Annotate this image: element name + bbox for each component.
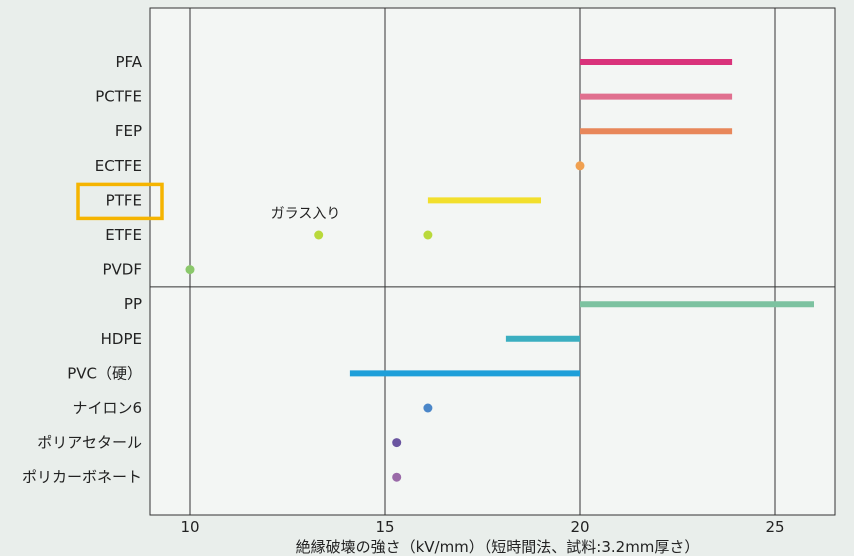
- category-label-2: FEP: [115, 122, 142, 140]
- category-label-7: PP: [124, 295, 142, 313]
- category-label-3: ECTFE: [95, 157, 142, 175]
- x-tick-label-25: 25: [765, 518, 784, 536]
- category-label-8: HDPE: [101, 330, 142, 348]
- data-point-10-0: [423, 403, 433, 413]
- category-label-11: ポリアセタール: [37, 434, 142, 452]
- x-tick-label-20: 20: [570, 518, 589, 536]
- annotation-0: ガラス入り: [271, 206, 341, 222]
- highlight-box: [76, 182, 164, 221]
- data-point-12-0: [392, 472, 402, 482]
- category-label-10: ナイロン6: [72, 399, 142, 417]
- category-label-4: PTFE: [106, 191, 142, 209]
- data-point-5-1: [423, 230, 433, 240]
- category-label-6: PVDF: [103, 261, 143, 279]
- category-label-1: PCTFE: [95, 88, 142, 106]
- category-label-0: PFA: [115, 53, 142, 71]
- category-label-12: ポリカーボネート: [22, 468, 142, 486]
- category-label-5: ETFE: [105, 226, 142, 244]
- category-label-9: PVC（硬）: [67, 364, 142, 382]
- plot-area: [149, 7, 836, 516]
- data-point-6-0: [185, 265, 195, 275]
- x-tick-label-15: 15: [375, 518, 394, 536]
- x-axis-title: 絶縁破壊の強さ（kV/mm）（短時間法、試料:3.2mm厚さ）: [296, 538, 700, 556]
- data-point-11-0: [392, 438, 402, 448]
- data-point-5-0: [314, 230, 324, 240]
- x-tick-label-10: 10: [180, 518, 199, 536]
- data-point-3-0: [575, 161, 585, 171]
